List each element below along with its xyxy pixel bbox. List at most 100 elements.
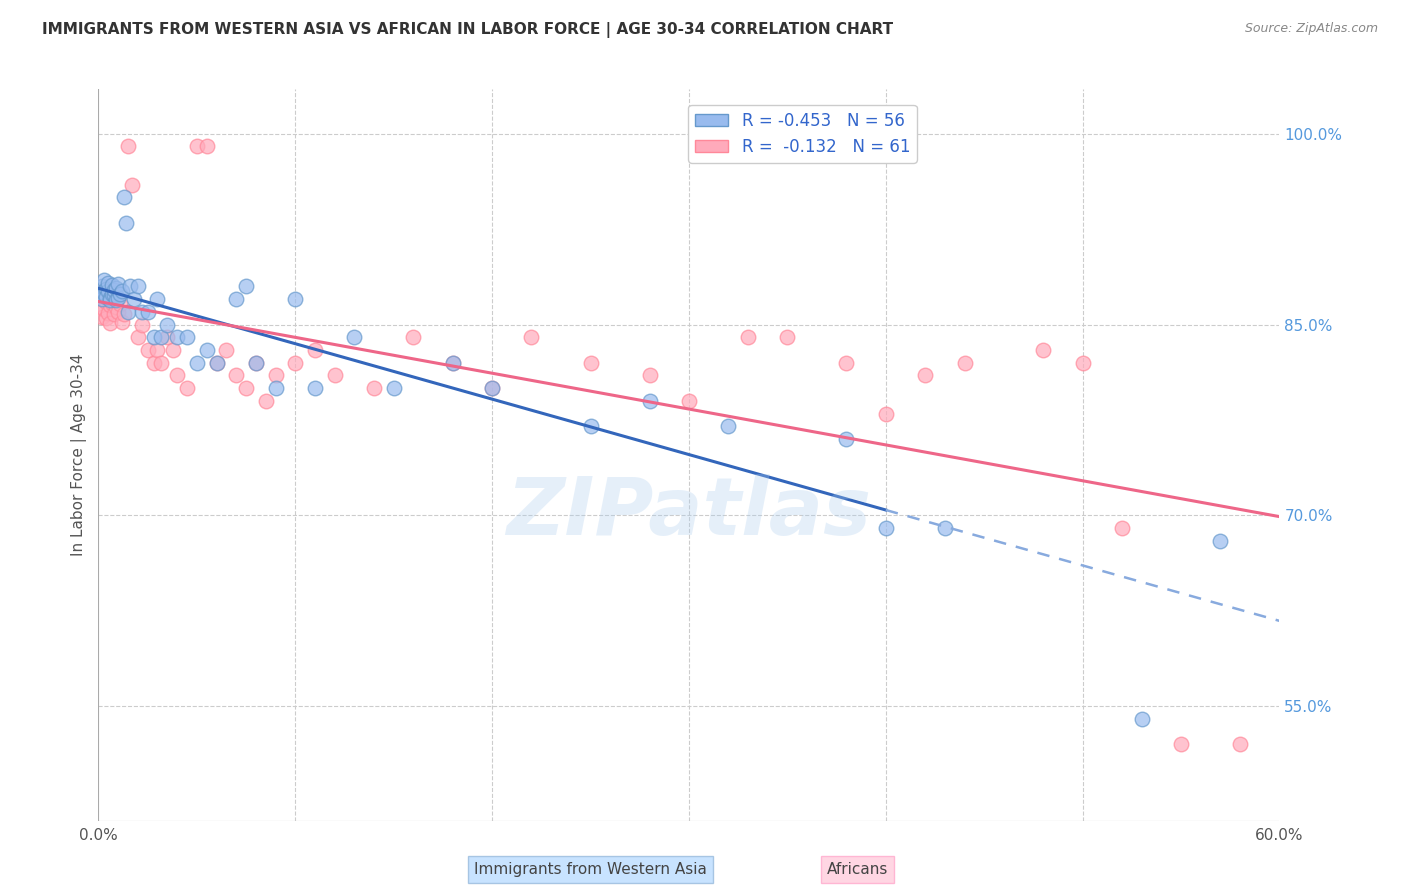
Point xyxy=(215,343,238,357)
Text: Immigrants from Western Asia: Immigrants from Western Asia xyxy=(474,863,707,877)
Point xyxy=(284,356,307,370)
Point xyxy=(112,307,135,321)
Point xyxy=(953,356,976,370)
Point xyxy=(111,315,134,329)
Point xyxy=(91,292,114,306)
Point xyxy=(1229,737,1251,751)
Point xyxy=(579,419,602,434)
Point xyxy=(103,307,125,321)
Point xyxy=(579,356,602,370)
Point xyxy=(323,368,346,383)
Point xyxy=(98,293,121,308)
Point xyxy=(89,285,111,300)
Point xyxy=(1111,521,1133,535)
Point xyxy=(934,521,956,535)
Point xyxy=(142,356,165,370)
Point xyxy=(176,381,198,395)
Point xyxy=(111,285,134,299)
Point xyxy=(105,293,128,308)
Point xyxy=(343,330,366,344)
Point xyxy=(166,368,188,383)
Point xyxy=(166,330,188,344)
Point xyxy=(96,282,118,296)
Point xyxy=(441,356,464,370)
Point xyxy=(117,139,139,153)
Point xyxy=(142,330,165,344)
Point xyxy=(103,288,125,302)
Point xyxy=(678,393,700,408)
Point xyxy=(98,316,121,330)
Point xyxy=(363,381,385,395)
Point xyxy=(93,285,115,300)
Point xyxy=(481,381,503,395)
Point xyxy=(96,289,118,303)
Point xyxy=(93,302,115,317)
Point xyxy=(520,330,543,344)
Point xyxy=(105,300,128,314)
Point xyxy=(186,139,208,153)
Point xyxy=(304,381,326,395)
Point xyxy=(98,298,121,312)
Point xyxy=(101,287,124,301)
Point xyxy=(89,301,111,315)
Point xyxy=(481,381,503,395)
Point xyxy=(195,139,218,153)
Point xyxy=(150,356,173,370)
Point xyxy=(225,368,247,383)
Point xyxy=(96,311,118,326)
Point xyxy=(162,343,184,357)
Point xyxy=(264,368,287,383)
Point xyxy=(1209,533,1232,548)
Point xyxy=(127,279,149,293)
Point xyxy=(101,278,124,293)
Point xyxy=(382,381,405,395)
Text: Africans: Africans xyxy=(827,863,889,877)
Point xyxy=(304,343,326,357)
Point xyxy=(195,343,218,357)
Point xyxy=(117,305,139,319)
Point xyxy=(245,356,267,370)
Point xyxy=(254,393,277,408)
Point xyxy=(97,288,120,302)
Point xyxy=(156,318,179,332)
Point xyxy=(638,368,661,383)
Point xyxy=(235,279,257,293)
Point xyxy=(186,356,208,370)
Point xyxy=(97,285,120,299)
Point xyxy=(737,330,759,344)
Point xyxy=(1032,343,1054,357)
Point xyxy=(176,330,198,344)
Point xyxy=(131,318,153,332)
Point xyxy=(245,356,267,370)
Point xyxy=(441,356,464,370)
Point xyxy=(1130,712,1153,726)
Point xyxy=(122,292,145,306)
Point xyxy=(108,297,131,311)
Point xyxy=(156,330,179,344)
Point xyxy=(205,356,228,370)
Point xyxy=(131,305,153,319)
Point xyxy=(776,330,799,344)
Point xyxy=(402,330,425,344)
Point xyxy=(136,343,159,357)
Point xyxy=(91,292,114,306)
Point xyxy=(1071,356,1094,370)
Point xyxy=(103,283,125,297)
Point xyxy=(875,407,897,421)
Point xyxy=(146,343,169,357)
Point xyxy=(835,356,858,370)
Point xyxy=(235,381,257,395)
Point xyxy=(115,216,138,230)
Text: ZIPatlas: ZIPatlas xyxy=(506,475,872,552)
Point xyxy=(121,178,143,192)
Point xyxy=(284,292,307,306)
Text: IMMIGRANTS FROM WESTERN ASIA VS AFRICAN IN LABOR FORCE | AGE 30-34 CORRELATION C: IMMIGRANTS FROM WESTERN ASIA VS AFRICAN … xyxy=(42,22,893,38)
Point xyxy=(638,393,661,408)
Point xyxy=(107,277,129,291)
Point xyxy=(91,279,114,293)
Point xyxy=(101,296,124,310)
Point xyxy=(98,291,121,305)
Point xyxy=(717,419,740,434)
Point xyxy=(127,330,149,344)
Point xyxy=(205,356,228,370)
